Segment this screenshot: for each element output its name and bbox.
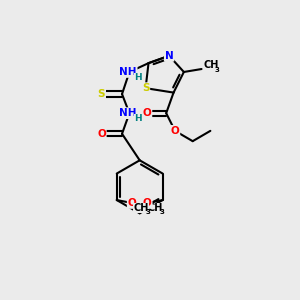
Text: O: O — [143, 108, 152, 118]
Text: NH: NH — [119, 67, 137, 77]
Text: H: H — [134, 114, 142, 123]
Text: O: O — [128, 198, 136, 208]
Text: NH: NH — [119, 108, 137, 118]
Text: S: S — [98, 89, 105, 99]
Text: S: S — [142, 83, 149, 93]
Text: O: O — [171, 126, 179, 136]
Text: 3: 3 — [215, 67, 220, 73]
Text: H: H — [134, 73, 142, 82]
Text: CH: CH — [134, 203, 149, 213]
Text: 3: 3 — [159, 209, 164, 215]
Text: 3: 3 — [145, 209, 150, 215]
Text: O: O — [97, 129, 106, 139]
Text: CH: CH — [203, 61, 218, 70]
Text: O: O — [143, 198, 152, 208]
Text: N: N — [165, 51, 173, 61]
Text: CH: CH — [148, 203, 163, 213]
